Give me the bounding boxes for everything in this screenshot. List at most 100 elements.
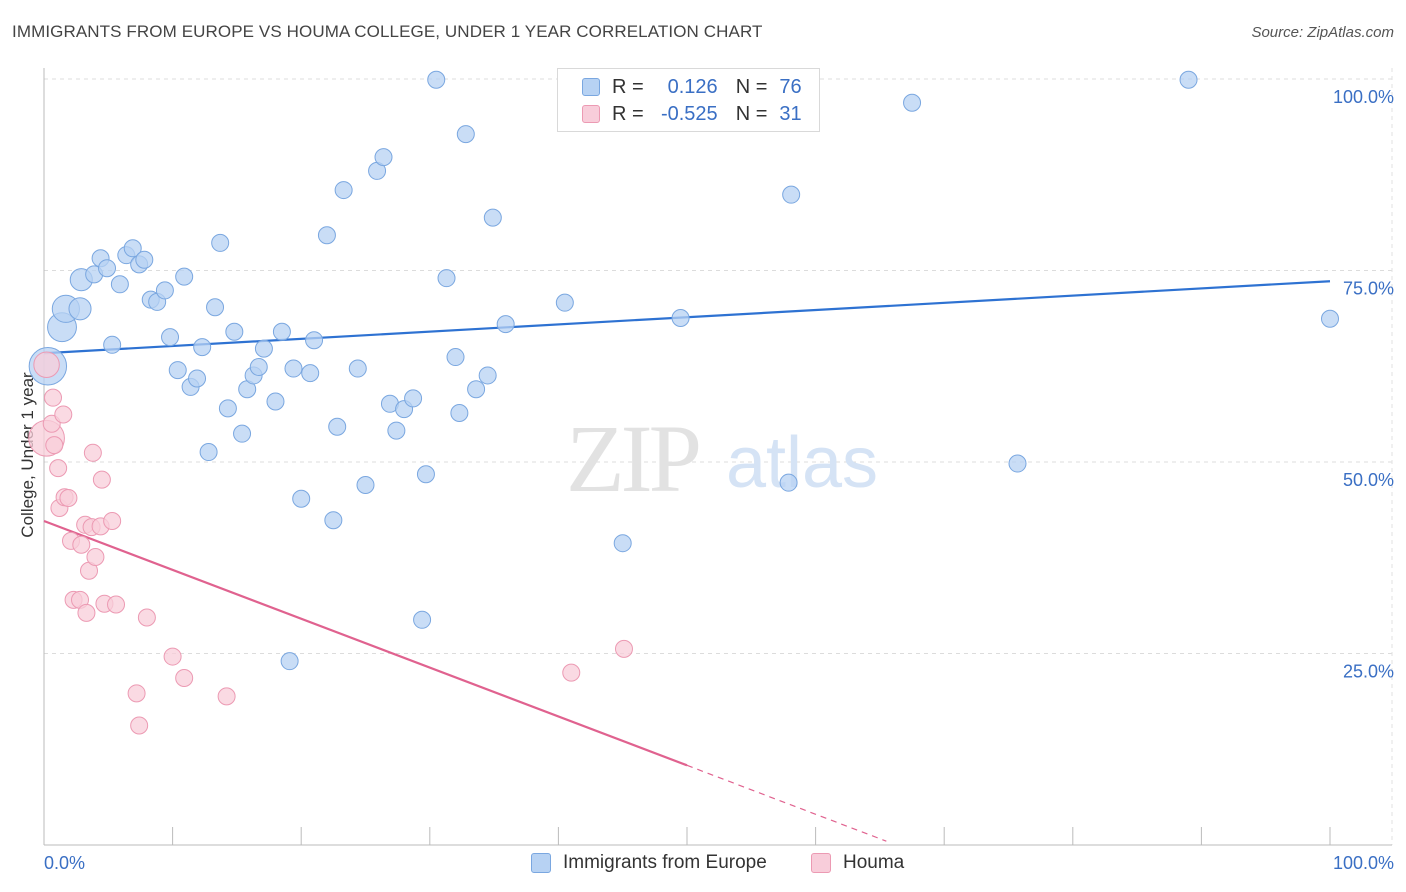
point-europe: [211, 233, 230, 252]
point-europe: [68, 297, 92, 321]
point-houma: [33, 351, 60, 378]
point-europe: [98, 259, 117, 278]
legend-swatch-houma: [582, 105, 600, 123]
point-europe: [413, 610, 432, 629]
series-europe-points: [28, 70, 1339, 671]
point-europe: [199, 443, 218, 462]
chart-source: Source: ZipAtlas.com: [1251, 24, 1394, 41]
series-label-europe: Immigrants from Europe: [563, 852, 767, 873]
point-houma: [72, 535, 91, 554]
grid-lines: [44, 68, 1393, 845]
point-europe: [427, 70, 446, 89]
point-europe: [123, 239, 142, 258]
point-houma: [163, 647, 182, 666]
point-europe: [779, 473, 798, 492]
point-europe: [324, 511, 343, 530]
series-legend-houma[interactable]: Houma: [811, 852, 904, 874]
point-europe: [218, 399, 237, 418]
point-houma: [49, 459, 68, 478]
legend-r-label: R =: [612, 75, 644, 98]
point-europe: [103, 335, 122, 354]
point-europe: [168, 361, 187, 380]
watermark-zip: ZIP: [566, 405, 699, 512]
point-europe: [188, 369, 207, 388]
point-houma: [107, 595, 126, 614]
y-tick-label: 75.0%: [1343, 279, 1394, 299]
point-europe: [782, 185, 801, 204]
legend-row-europe: R = 0.126 N = 76: [582, 74, 802, 100]
point-europe: [266, 392, 285, 411]
point-europe: [301, 364, 320, 383]
point-europe: [328, 417, 347, 436]
point-europe: [450, 403, 469, 422]
watermark: ZIP atlas: [566, 405, 878, 512]
chart-title: IMMIGRANTS FROM EUROPE VS HOUMA COLLEGE,…: [12, 22, 763, 41]
point-europe: [496, 315, 515, 334]
series-legend: Immigrants from Europe Houma: [0, 852, 1406, 878]
point-europe: [1321, 309, 1339, 328]
point-europe: [478, 366, 497, 385]
series-label-houma: Houma: [843, 852, 905, 873]
trend-line-houma: [43, 519, 688, 767]
point-houma: [175, 669, 194, 688]
point-europe: [356, 475, 375, 494]
y-tick-label: 25.0%: [1343, 662, 1394, 682]
x-tick-label: 100.0%: [1333, 853, 1394, 873]
point-houma: [127, 684, 146, 703]
point-europe: [225, 322, 244, 341]
legend-n-value: 76: [779, 75, 802, 98]
point-houma: [614, 639, 633, 658]
legend-r-label: R =: [612, 102, 644, 125]
point-europe: [233, 424, 252, 443]
point-europe: [903, 93, 922, 112]
point-houma: [83, 443, 102, 462]
point-europe: [249, 358, 268, 377]
point-houma: [562, 663, 581, 682]
series-legend-europe[interactable]: Immigrants from Europe: [531, 852, 767, 874]
point-europe: [446, 348, 465, 367]
point-europe: [404, 389, 423, 408]
point-europe: [1008, 454, 1027, 473]
legend-r-value: -0.525: [660, 102, 718, 125]
series-houma-points: [28, 351, 633, 735]
point-houma: [54, 405, 73, 424]
trend-lines: [43, 280, 1331, 842]
point-europe: [292, 489, 311, 508]
point-houma: [103, 511, 122, 530]
axes: [43, 68, 1392, 846]
legend-n-label: N =: [735, 102, 768, 125]
point-europe: [348, 359, 367, 378]
point-europe: [254, 339, 273, 358]
series-swatch-houma: [811, 853, 831, 873]
point-europe: [305, 331, 324, 350]
point-europe: [272, 322, 291, 341]
tick-labels: 100.0% 75.0% 50.0% 25.0% 0.0% 100.0%: [44, 87, 1394, 873]
point-houma: [137, 608, 156, 627]
data-points: [28, 70, 1339, 735]
watermark-atlas: atlas: [726, 423, 878, 503]
legend-n-value: 31: [779, 102, 802, 125]
point-europe: [483, 208, 502, 227]
point-europe: [437, 269, 456, 288]
point-europe: [161, 328, 180, 347]
point-europe: [284, 359, 303, 378]
point-europe: [374, 148, 393, 167]
point-europe: [193, 338, 212, 357]
y-tick-label: 50.0%: [1343, 470, 1394, 490]
point-europe: [110, 275, 129, 294]
point-europe: [671, 308, 690, 327]
point-europe: [613, 534, 632, 553]
point-europe: [135, 250, 154, 269]
legend-swatch-europe: [582, 78, 600, 96]
point-europe: [155, 281, 174, 300]
point-europe: [456, 125, 475, 144]
legend-row-houma: R = -0.525 N = 31: [582, 101, 802, 127]
point-europe: [1179, 70, 1198, 89]
point-houma: [45, 436, 64, 455]
point-europe: [175, 267, 194, 286]
point-europe: [387, 421, 406, 440]
point-houma: [44, 388, 63, 407]
y-tick-label: 100.0%: [1333, 87, 1394, 107]
point-houma: [86, 547, 105, 566]
